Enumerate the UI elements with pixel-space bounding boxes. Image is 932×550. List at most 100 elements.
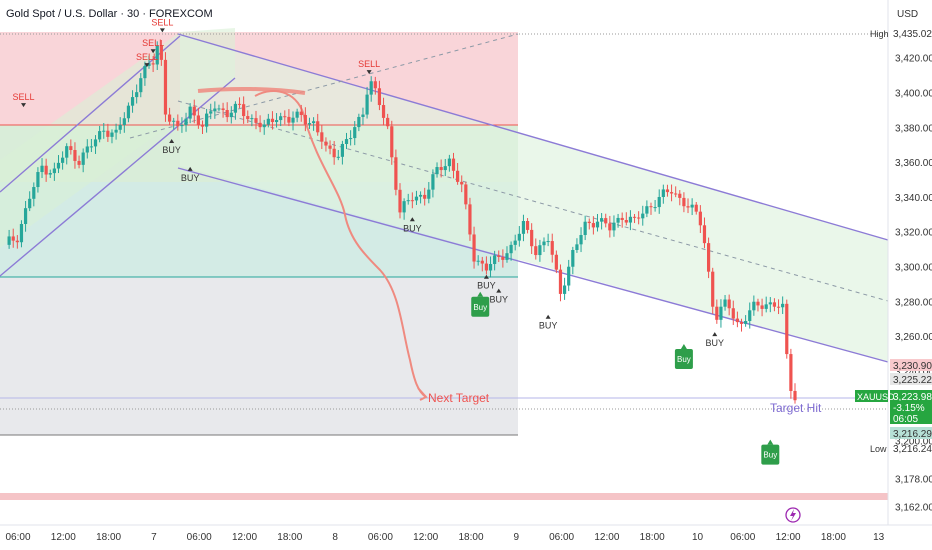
candle (143, 61, 147, 86)
candle (147, 55, 151, 69)
candle (550, 233, 554, 263)
candle (98, 125, 102, 143)
buy-signal: BUY (181, 166, 200, 183)
lightning-icon[interactable] (785, 507, 801, 523)
candle (122, 112, 126, 133)
candle (274, 113, 279, 128)
time-tick: 12:00 (776, 532, 801, 543)
candle (600, 213, 604, 230)
svg-text:SELL: SELL (358, 59, 380, 69)
price-tag: 3,435.02 High (870, 29, 932, 40)
candle (69, 139, 73, 155)
candle (324, 137, 328, 152)
candle (781, 296, 785, 315)
candle (155, 41, 159, 71)
candle (521, 214, 526, 242)
price-tick: 3,260.00 (895, 332, 932, 343)
buy-marker: Buy (674, 343, 693, 369)
down-channel-fill (180, 34, 888, 362)
price-tick: 3,200.00 (895, 436, 932, 447)
price-tick: 3,320.00 (895, 228, 932, 239)
candle (85, 139, 89, 159)
candle (52, 162, 56, 181)
candle (542, 237, 546, 252)
candle (435, 162, 439, 178)
candle (624, 212, 628, 226)
candle (711, 267, 715, 314)
candle (468, 197, 472, 241)
candle (7, 229, 11, 249)
candle (102, 123, 106, 139)
candle (608, 215, 612, 238)
candle (258, 115, 262, 133)
svg-text:SELL: SELL (151, 17, 173, 27)
time-tick: 8 (332, 532, 338, 543)
candle (616, 213, 620, 228)
time-tick: 10 (692, 532, 704, 543)
candle (785, 299, 789, 359)
candle (460, 175, 464, 193)
candle (311, 117, 316, 131)
candle (110, 129, 114, 144)
candle (464, 181, 468, 210)
sell-signal: SELL (142, 38, 164, 54)
candle (509, 241, 513, 261)
candle (19, 220, 24, 248)
candle (591, 216, 595, 235)
time-tick: 18:00 (640, 532, 665, 543)
down-channel-lower (177, 167, 889, 363)
time-tick: 12:00 (51, 532, 76, 543)
candle (488, 256, 493, 278)
candle (93, 135, 98, 154)
svg-text:SELL: SELL (13, 92, 35, 102)
price-tag: -3.15% (890, 401, 932, 414)
candle (151, 56, 155, 73)
sell-signal: SELL (358, 59, 380, 75)
time-tick: 06:00 (187, 532, 212, 543)
candle (558, 264, 563, 302)
candle (583, 215, 587, 241)
candle (320, 124, 324, 149)
candle (723, 294, 727, 311)
candle (48, 169, 52, 178)
svg-text:BUY: BUY (181, 173, 200, 183)
candle (81, 148, 85, 173)
svg-text:Low: Low (870, 444, 887, 454)
candle (764, 296, 768, 313)
candle (571, 246, 575, 275)
candle (65, 143, 69, 165)
candle (32, 182, 36, 207)
candle (254, 110, 258, 130)
candle (530, 223, 534, 255)
signals: SELL SELL SELL SELL SELL BUY BUY BUY BUY BUY BUY BU… (13, 17, 780, 465)
candle (472, 226, 476, 269)
candle (447, 154, 451, 172)
candle (768, 297, 772, 313)
price-tick: 3,178.00 (895, 475, 932, 486)
svg-text:06:05: 06:05 (893, 414, 918, 425)
candle (546, 233, 550, 247)
sell-signal: SELL (136, 52, 158, 68)
candle (233, 101, 238, 120)
candle (295, 108, 299, 123)
candle (332, 141, 336, 165)
time-tick: 12:00 (232, 532, 257, 543)
candle (77, 155, 81, 169)
svg-text:3,225.22: 3,225.22 (893, 375, 932, 386)
candle (612, 215, 616, 237)
svg-text:BUY: BUY (403, 223, 422, 233)
candle (620, 212, 624, 228)
up-channel-upper (0, 35, 181, 193)
time-tick: 06:00 (368, 532, 393, 543)
candle (373, 76, 377, 95)
candle (513, 234, 517, 251)
chart-title: Gold Spot / U.S. Dollar · 30 · FOREXCOM (6, 8, 213, 20)
candle (279, 112, 283, 127)
time-tick: 18:00 (821, 532, 846, 543)
candle (217, 104, 221, 112)
time-tick: 18:00 (96, 532, 121, 543)
svg-text:3,216.29: 3,216.29 (893, 429, 932, 440)
candle (423, 187, 427, 206)
